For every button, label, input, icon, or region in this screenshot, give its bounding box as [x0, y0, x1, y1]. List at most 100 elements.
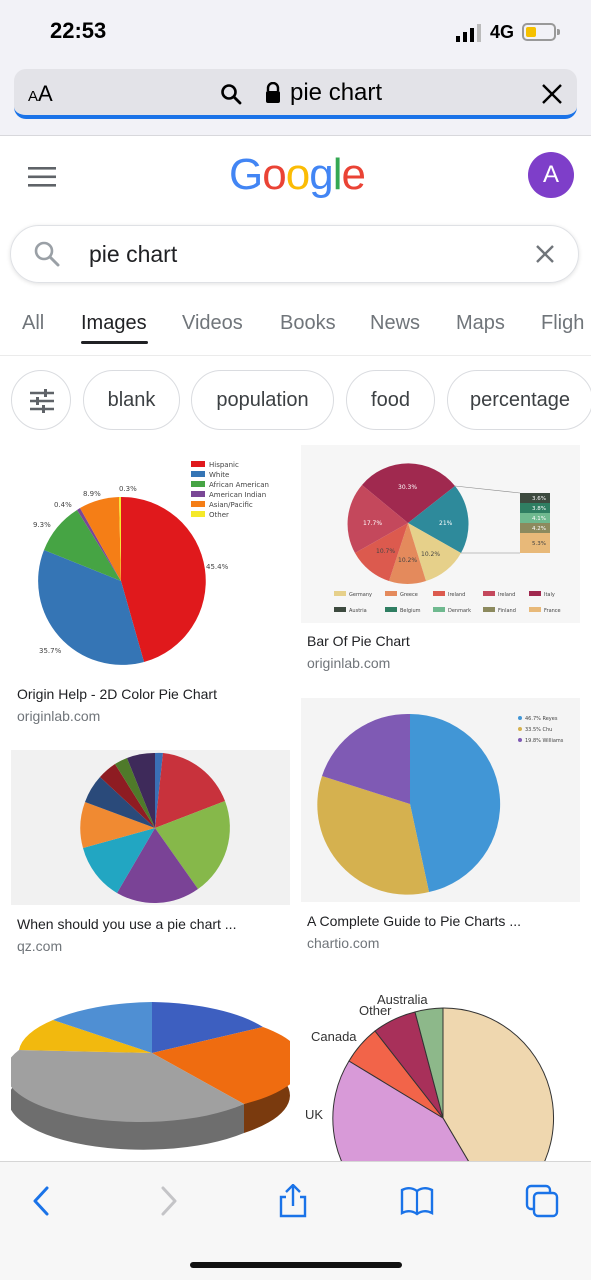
- data-label: 0.3%: [119, 485, 137, 493]
- chip-blank[interactable]: blank: [83, 370, 180, 430]
- data-label: 21%: [439, 520, 453, 527]
- data-label: 8.9%: [83, 490, 101, 498]
- legend-label: Asian/Pacific: [209, 501, 253, 509]
- result-image-6[interactable]: Australia Other Canada UK: [301, 978, 580, 1161]
- logo-letter: g: [309, 150, 334, 199]
- legend-label: Austria: [349, 608, 367, 614]
- pie-chart-thumbnail: Australia Other Canada UK: [305, 992, 555, 1161]
- bar-label: 4.1%: [532, 516, 546, 522]
- back-icon[interactable]: [25, 1184, 59, 1218]
- status-time: 22:53: [50, 18, 107, 43]
- pie-chart-thumbnail: [11, 750, 290, 905]
- bar-label: 4.2%: [532, 526, 546, 532]
- legend-label: American Indian: [209, 491, 266, 499]
- logo-letter: e: [341, 150, 366, 199]
- result-source[interactable]: originlab.com: [17, 708, 101, 724]
- home-indicator: [190, 1262, 402, 1268]
- logo-letter: G: [229, 150, 263, 199]
- tabs-icon[interactable]: [525, 1184, 559, 1218]
- legend-label: France: [544, 608, 561, 614]
- pie-chart-thumbnail: 46.7% Reyes 33.5% Chu 19.8% Williams: [301, 698, 580, 902]
- legend-label: 46.7% Reyes: [525, 716, 558, 722]
- legend-label: Ireland: [448, 592, 465, 598]
- result-title[interactable]: A Complete Guide to Pie Charts ...: [307, 913, 521, 929]
- avatar[interactable]: A: [528, 152, 574, 198]
- result-image-3[interactable]: [11, 750, 290, 905]
- bar-label: 3.6%: [532, 496, 546, 502]
- browser-toolbar: AA pie chart: [0, 62, 591, 136]
- search-icon: [221, 84, 242, 105]
- legend-label: Other: [209, 511, 229, 519]
- result-source[interactable]: qz.com: [17, 938, 63, 954]
- result-image-1[interactable]: Hispanic White African American American…: [11, 445, 290, 675]
- battery-icon: [522, 23, 560, 41]
- data-label: 45.4%: [206, 563, 229, 571]
- pie-3d-thumbnail: [11, 1002, 290, 1150]
- data-label: 9.3%: [33, 521, 51, 529]
- legend-label: White: [209, 471, 229, 479]
- chip-percentage[interactable]: percentage: [447, 370, 591, 430]
- tab-all[interactable]: All: [22, 312, 45, 334]
- result-title[interactable]: When should you use a pie chart ...: [17, 916, 237, 932]
- search-input[interactable]: pie chart: [89, 241, 178, 267]
- share-icon[interactable]: [276, 1184, 310, 1218]
- hamburger-menu-icon[interactable]: [28, 165, 58, 189]
- data-label: Australia: [377, 992, 428, 1007]
- pie-chart-thumbnail: Hispanic White African American American…: [11, 445, 290, 675]
- tab-maps[interactable]: Maps: [456, 312, 505, 334]
- data-label: 17.7%: [363, 520, 382, 527]
- data-label: 0.4%: [54, 501, 72, 509]
- signal-icon: [456, 24, 481, 42]
- data-label: 10.7%: [376, 548, 395, 555]
- legend-label: African American: [209, 481, 269, 489]
- tab-videos[interactable]: Videos: [182, 312, 243, 334]
- result-image-4[interactable]: 46.7% Reyes 33.5% Chu 19.8% Williams: [301, 698, 580, 902]
- data-label: 30.3%: [398, 484, 417, 491]
- status-bar: 22:53 4G: [0, 0, 591, 62]
- tab-images[interactable]: Images: [81, 312, 147, 334]
- result-title[interactable]: Origin Help - 2D Color Pie Chart: [17, 686, 217, 702]
- tab-news[interactable]: News: [370, 312, 421, 334]
- data-label: 10.2%: [421, 551, 440, 558]
- result-image-5[interactable]: [11, 980, 290, 1161]
- logo-letter: o: [285, 150, 311, 199]
- active-tab-indicator: [81, 341, 148, 344]
- clear-search-icon[interactable]: [533, 242, 557, 266]
- data-label: Other: [359, 1003, 392, 1018]
- search-icon[interactable]: [33, 240, 61, 268]
- tab-books[interactable]: Books: [280, 312, 336, 334]
- tune-icon: [30, 389, 54, 413]
- legend-label: Italy: [544, 592, 555, 598]
- result-source[interactable]: originlab.com: [307, 655, 391, 671]
- result-source[interactable]: chartio.com: [307, 935, 380, 951]
- forward-icon[interactable]: [151, 1184, 185, 1218]
- legend-label: Germany: [349, 592, 372, 598]
- filter-button[interactable]: [11, 370, 71, 430]
- search-box[interactable]: pie chart: [10, 225, 579, 283]
- data-label: UK: [305, 1107, 323, 1122]
- result-image-2[interactable]: 3.6% 3.8% 4.1% 4.2% 5.3% 30.3% 17.7% 21%…: [301, 445, 580, 623]
- close-icon[interactable]: [540, 82, 564, 106]
- search-tabs: All Images Videos Books News Maps Fligh: [0, 296, 591, 356]
- result-title[interactable]: Bar Of Pie Chart: [307, 633, 410, 649]
- browser-bottom-toolbar: [0, 1161, 591, 1280]
- data-label: 35.7%: [39, 647, 62, 655]
- google-logo[interactable]: Google: [229, 150, 366, 200]
- lock-icon: [266, 82, 280, 103]
- chip-population[interactable]: population: [191, 370, 334, 430]
- address-bar[interactable]: AA pie chart: [14, 69, 577, 119]
- chip-food[interactable]: food: [346, 370, 435, 430]
- legend-label: Finland: [498, 608, 516, 614]
- legend-label: Greece: [400, 592, 418, 598]
- legend-label: Belgium: [400, 608, 421, 614]
- reader-text-size-button[interactable]: AA: [28, 81, 53, 106]
- logo-letter: o: [262, 150, 287, 199]
- logo-letter: l: [332, 150, 343, 199]
- tab-flights[interactable]: Fligh: [541, 312, 585, 334]
- legend-label: Hispanic: [209, 461, 239, 469]
- url-text: pie chart: [290, 79, 383, 106]
- bookmarks-icon[interactable]: [400, 1184, 434, 1218]
- legend-label: Ireland: [498, 592, 515, 598]
- legend-label: 33.5% Chu: [525, 727, 552, 733]
- legend-label: Denmark: [448, 608, 471, 614]
